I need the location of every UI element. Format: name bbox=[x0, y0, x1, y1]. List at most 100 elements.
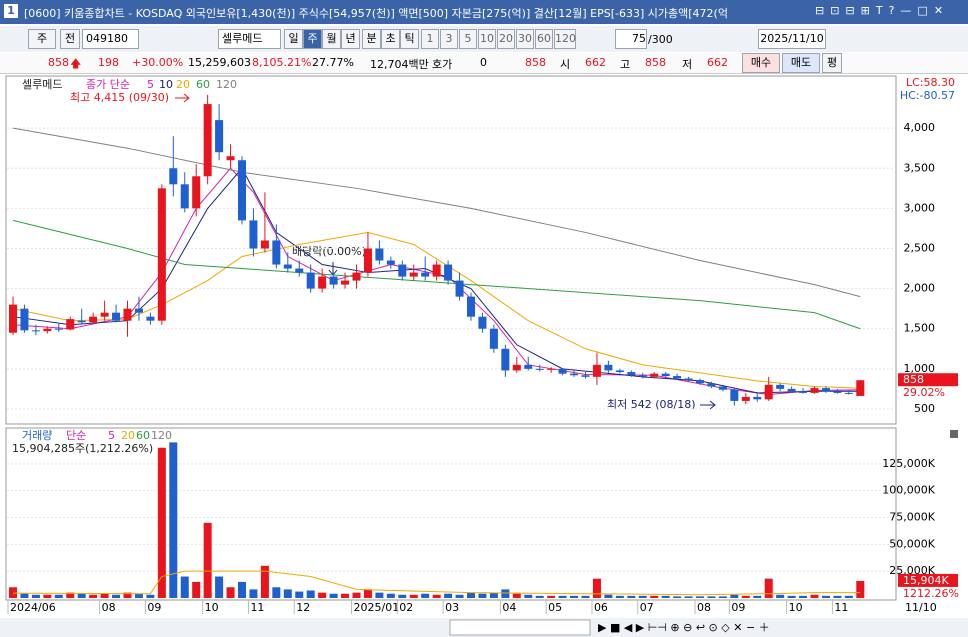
min-arrow bbox=[700, 400, 716, 410]
interval[interactable]: 분 bbox=[362, 29, 381, 49]
volume-bar bbox=[77, 593, 86, 598]
volume-bar bbox=[592, 578, 601, 598]
interval[interactable]: 년 bbox=[341, 29, 360, 49]
step[interactable]: 1 bbox=[421, 29, 439, 49]
step[interactable]: 120 bbox=[554, 29, 576, 49]
candle-body bbox=[787, 388, 796, 392]
step[interactable]: 3 bbox=[440, 29, 458, 49]
candle-body bbox=[31, 330, 40, 332]
pane-button[interactable] bbox=[950, 430, 958, 438]
y-tick-label: 100,000K bbox=[882, 484, 935, 497]
x-tick-label: 12 bbox=[296, 601, 310, 614]
x-tick-label: 11 bbox=[250, 601, 264, 614]
x-tick-label: 09 bbox=[147, 601, 161, 614]
candle-body bbox=[478, 316, 487, 329]
volume-bar bbox=[146, 594, 155, 598]
volume-bar bbox=[363, 589, 372, 598]
candle-body bbox=[718, 386, 727, 390]
volume-bar bbox=[581, 595, 590, 598]
window-controls[interactable]: ⊟⊡⊟⊞T?—□✕ bbox=[815, 4, 950, 17]
volume-bar bbox=[192, 581, 201, 598]
candle-body bbox=[89, 316, 98, 323]
volume-ma-name: 20 bbox=[121, 429, 135, 442]
scroll-controls[interactable]: ▶ ■ ◀ ▶ ⊢⊣ ⊕ ⊖ ↩ ⊙ ◇ ✕ − ＋ bbox=[598, 621, 770, 634]
ma-name: 10 bbox=[159, 78, 173, 91]
volume-rate: 8,105.21% bbox=[252, 56, 312, 69]
candle-body bbox=[753, 396, 762, 400]
candle-body bbox=[215, 120, 224, 153]
x-tick-label: 02 bbox=[399, 601, 413, 614]
amount: 12,704백만 bbox=[370, 58, 429, 71]
volume-bar bbox=[604, 594, 613, 598]
volume-bar bbox=[524, 594, 533, 598]
interval[interactable]: 월 bbox=[322, 29, 341, 49]
count[interactable]: 75 bbox=[615, 29, 647, 49]
volume-bar bbox=[134, 593, 143, 598]
step[interactable]: 30 bbox=[516, 29, 534, 49]
candle-body bbox=[421, 272, 430, 277]
scroll-track[interactable] bbox=[449, 619, 591, 636]
x-tick-label: 06 bbox=[594, 601, 608, 614]
volume-bar bbox=[409, 594, 418, 598]
y-tick-label: 1,000 bbox=[904, 362, 936, 375]
volume-bar bbox=[844, 595, 853, 598]
volume-bar bbox=[615, 595, 624, 598]
x-tick-label: 10 bbox=[205, 601, 219, 614]
candle-body bbox=[306, 272, 315, 289]
y-tick-label: 2,000 bbox=[904, 282, 936, 295]
ma-name: 5 bbox=[147, 78, 154, 91]
x-tick-label: 04 bbox=[502, 601, 516, 614]
interval[interactable]: 일 bbox=[284, 29, 303, 49]
stock-name[interactable]: 셀루메드 bbox=[218, 29, 281, 49]
low: 662 bbox=[707, 56, 728, 69]
volume-bar bbox=[43, 594, 52, 598]
ma-name: 60 bbox=[196, 78, 210, 91]
buy-button[interactable]: 매수 bbox=[742, 53, 780, 73]
candle-body bbox=[707, 383, 716, 387]
step[interactable]: 5 bbox=[459, 29, 477, 49]
volume-bar bbox=[776, 594, 785, 598]
step[interactable]: 10 bbox=[478, 29, 496, 49]
candle-body bbox=[43, 328, 52, 332]
moving-average bbox=[12, 570, 861, 596]
avg-button[interactable]: 평 bbox=[822, 53, 842, 73]
rate: +30.00% bbox=[132, 56, 184, 69]
volume-bar bbox=[249, 589, 258, 598]
sell-button[interactable]: 매도 bbox=[782, 53, 820, 73]
candle-body bbox=[295, 268, 304, 273]
candle-body bbox=[467, 296, 475, 317]
candle-body bbox=[100, 312, 109, 317]
volume-bar bbox=[741, 595, 750, 598]
x-tick-label: 07 bbox=[640, 601, 654, 614]
candle-body bbox=[157, 188, 166, 321]
interval[interactable]: 초 bbox=[381, 29, 400, 49]
date[interactable]: 2025/11/10 bbox=[758, 29, 826, 49]
candle-body bbox=[20, 308, 29, 331]
candle-body bbox=[650, 373, 659, 377]
candle-body bbox=[260, 240, 269, 249]
y-tick-label: 4,000 bbox=[904, 121, 936, 134]
candle-body bbox=[363, 248, 372, 273]
candle-body bbox=[375, 248, 384, 261]
moving-average bbox=[12, 127, 861, 298]
x-tick-label: 2024/06 bbox=[10, 601, 56, 614]
period[interactable]: 주 bbox=[28, 29, 56, 49]
y-tick-label: 1,500 bbox=[904, 322, 936, 335]
volume-bar bbox=[112, 594, 121, 598]
max-annotation: 최고 4,415 (09/30) bbox=[70, 91, 169, 104]
last-volume: 15,904K bbox=[903, 574, 949, 587]
candle-body bbox=[398, 264, 407, 277]
hc: HC:-80.57 bbox=[900, 89, 955, 102]
candle-body bbox=[77, 320, 86, 323]
interval[interactable]: 틱 bbox=[400, 29, 419, 49]
step[interactable]: 20 bbox=[497, 29, 515, 49]
interval[interactable]: 주 bbox=[303, 29, 322, 49]
volume-bar bbox=[123, 592, 132, 598]
step[interactable]: 60 bbox=[535, 29, 553, 49]
code[interactable]: 049180 bbox=[82, 29, 139, 49]
mode[interactable]: 전 bbox=[60, 29, 80, 49]
candle-body bbox=[592, 364, 601, 377]
candle-body bbox=[684, 378, 693, 381]
moving-average bbox=[12, 231, 861, 389]
volume-bar bbox=[821, 595, 830, 598]
